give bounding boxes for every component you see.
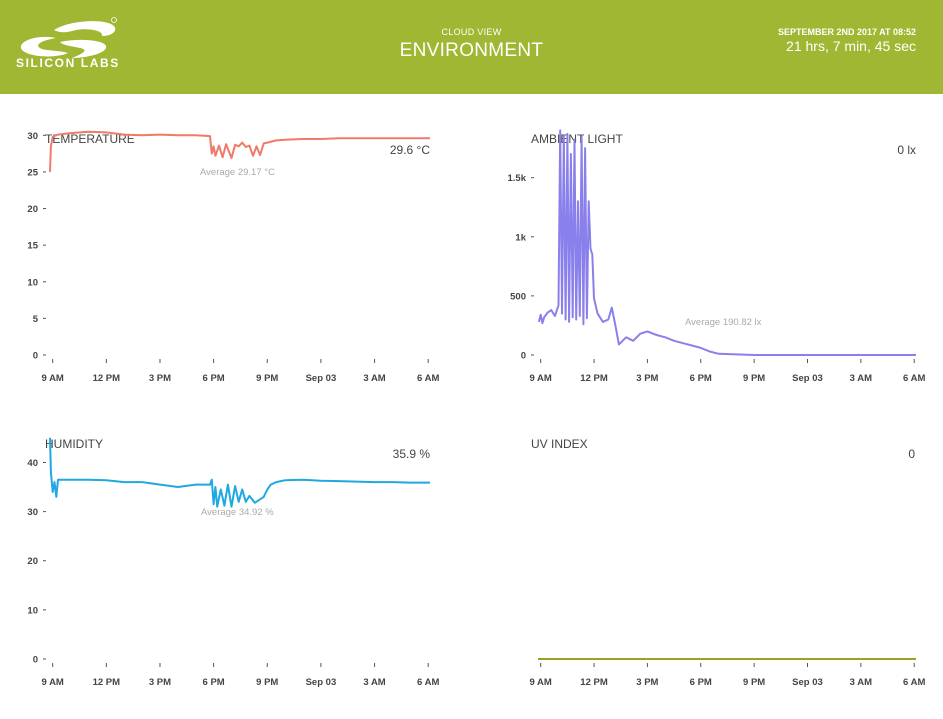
- x-tick-label: 3 PM: [149, 373, 171, 384]
- chart-current-value: 0: [908, 447, 915, 461]
- y-tick-label: 40: [27, 458, 38, 469]
- x-tick-label: 9 PM: [256, 677, 278, 688]
- y-tick-label: 30: [27, 131, 38, 142]
- page-subtitle: CLOUD VIEW: [441, 27, 502, 37]
- chart-title: TEMPERATURE: [45, 132, 135, 146]
- x-tick-label: Sep 03: [306, 677, 337, 688]
- chart-current-value: 0 lx: [897, 143, 916, 157]
- x-tick-label: 3 PM: [636, 373, 658, 384]
- y-tick-label: 30: [27, 507, 38, 518]
- series-line: [49, 130, 430, 172]
- y-tick-label: 1.5k: [508, 173, 527, 184]
- y-tick-label: 0: [33, 351, 38, 362]
- x-tick-label: 9 PM: [743, 677, 765, 688]
- x-tick-label: 9 AM: [42, 677, 64, 688]
- x-tick-label: 6 PM: [203, 373, 225, 384]
- x-tick-label: 6 AM: [417, 373, 439, 384]
- humidity-plot: 0 10 20 30 40 9 AM 12 PM 3 PM 6 PM 9 PM Sep 03 3 AM…: [27, 437, 439, 688]
- page-title: ENVIRONMENT: [399, 40, 544, 61]
- average-label: Average 34.92 %: [201, 507, 274, 518]
- session-elapsed: 21 hrs, 7 min, 45 sec: [786, 38, 916, 54]
- ambient-light-chart: AMBIENT LIGHT 0 lx 0 500 1k 1.5k 9 AM 12 PM 3 …: [472, 128, 943, 390]
- chart-current-value: 35.9 %: [392, 447, 430, 461]
- series-line: [49, 437, 430, 508]
- x-tick-label: 6 PM: [203, 677, 225, 688]
- humidity-chart: HUMIDITY 35.9 % 0 10 20 30 40 9 AM 12 PM 3 PM 6 …: [0, 433, 470, 695]
- series-line: [537, 129, 916, 356]
- y-tick-label: 15: [27, 241, 38, 252]
- y-tick-label: 1k: [515, 232, 526, 243]
- chart-title: UV INDEX: [531, 437, 588, 451]
- y-tick-label: 0: [521, 351, 526, 362]
- ambient-light-plot: 0 500 1k 1.5k 9 AM 12 PM 3 PM 6 PM 9 PM Sep 03 3 A…: [508, 129, 925, 384]
- x-tick-label: 3 AM: [850, 677, 872, 688]
- silicon-labs-logo-icon: [20, 17, 117, 58]
- x-tick-label: 12 PM: [580, 373, 608, 384]
- x-tick-label: 9 PM: [256, 373, 278, 384]
- y-tick-label: 20: [27, 204, 38, 215]
- x-tick-label: 6 AM: [417, 677, 439, 688]
- temperature-plot: 0 5 10 15 20 25 30 9 AM 12 PM 3 PM 6 PM 9 PM Sep 03 3…: [27, 130, 439, 384]
- x-tick-label: Sep 03: [792, 677, 823, 688]
- x-tick-label: 9 PM: [743, 373, 765, 384]
- logo-text: SILICON LABS: [16, 56, 120, 70]
- y-tick-label: 0: [33, 655, 38, 666]
- session-date: SEPTEMBER 2ND 2017 AT 08:52: [777, 27, 916, 37]
- average-label: Average 190.82 lx: [685, 317, 762, 328]
- x-tick-label: 3 PM: [149, 677, 171, 688]
- x-tick-label: 6 PM: [690, 677, 712, 688]
- x-tick-label: 12 PM: [580, 677, 608, 688]
- y-tick-label: 500: [510, 291, 526, 302]
- chart-current-value: 29.6 °C: [389, 143, 430, 157]
- chart-title: AMBIENT LIGHT: [531, 132, 623, 146]
- x-tick-label: 12 PM: [93, 373, 121, 384]
- x-tick-label: 9 AM: [42, 373, 64, 384]
- x-tick-label: 3 AM: [363, 677, 385, 688]
- x-tick-label: 9 AM: [529, 373, 551, 384]
- x-tick-label: Sep 03: [306, 373, 337, 384]
- x-tick-label: 9 AM: [529, 677, 551, 688]
- x-tick-label: Sep 03: [792, 373, 823, 384]
- uv-index-plot: 9 AM 12 PM 3 PM 6 PM 9 PM Sep 03 3 AM 6 AM: [529, 658, 925, 688]
- average-label: Average 29.17 °C: [200, 167, 275, 178]
- y-tick-label: 10: [27, 277, 38, 288]
- y-tick-label: 20: [27, 556, 38, 567]
- x-tick-label: 12 PM: [93, 677, 121, 688]
- x-tick-label: 6 AM: [903, 373, 925, 384]
- x-tick-label: 6 PM: [690, 373, 712, 384]
- y-tick-label: 5: [33, 314, 39, 325]
- x-tick-label: 3 AM: [363, 373, 385, 384]
- y-tick-label: 25: [27, 167, 38, 178]
- y-tick-label: 10: [27, 605, 38, 616]
- header-bar: SILICON LABS CLOUD VIEW ENVIRONMENT SEPT…: [0, 0, 943, 94]
- x-tick-label: 3 AM: [850, 373, 872, 384]
- temperature-chart: TEMPERATURE 29.6 °C 0 5 10 15 20 25 30 9 AM 12 P…: [0, 128, 470, 390]
- x-tick-label: 6 AM: [903, 677, 925, 688]
- chart-title: HUMIDITY: [45, 437, 103, 451]
- uv-index-chart: UV INDEX 0 9 AM 12 PM 3 PM 6 PM 9 PM Sep 03 3 …: [472, 433, 943, 695]
- x-tick-label: 3 PM: [636, 677, 658, 688]
